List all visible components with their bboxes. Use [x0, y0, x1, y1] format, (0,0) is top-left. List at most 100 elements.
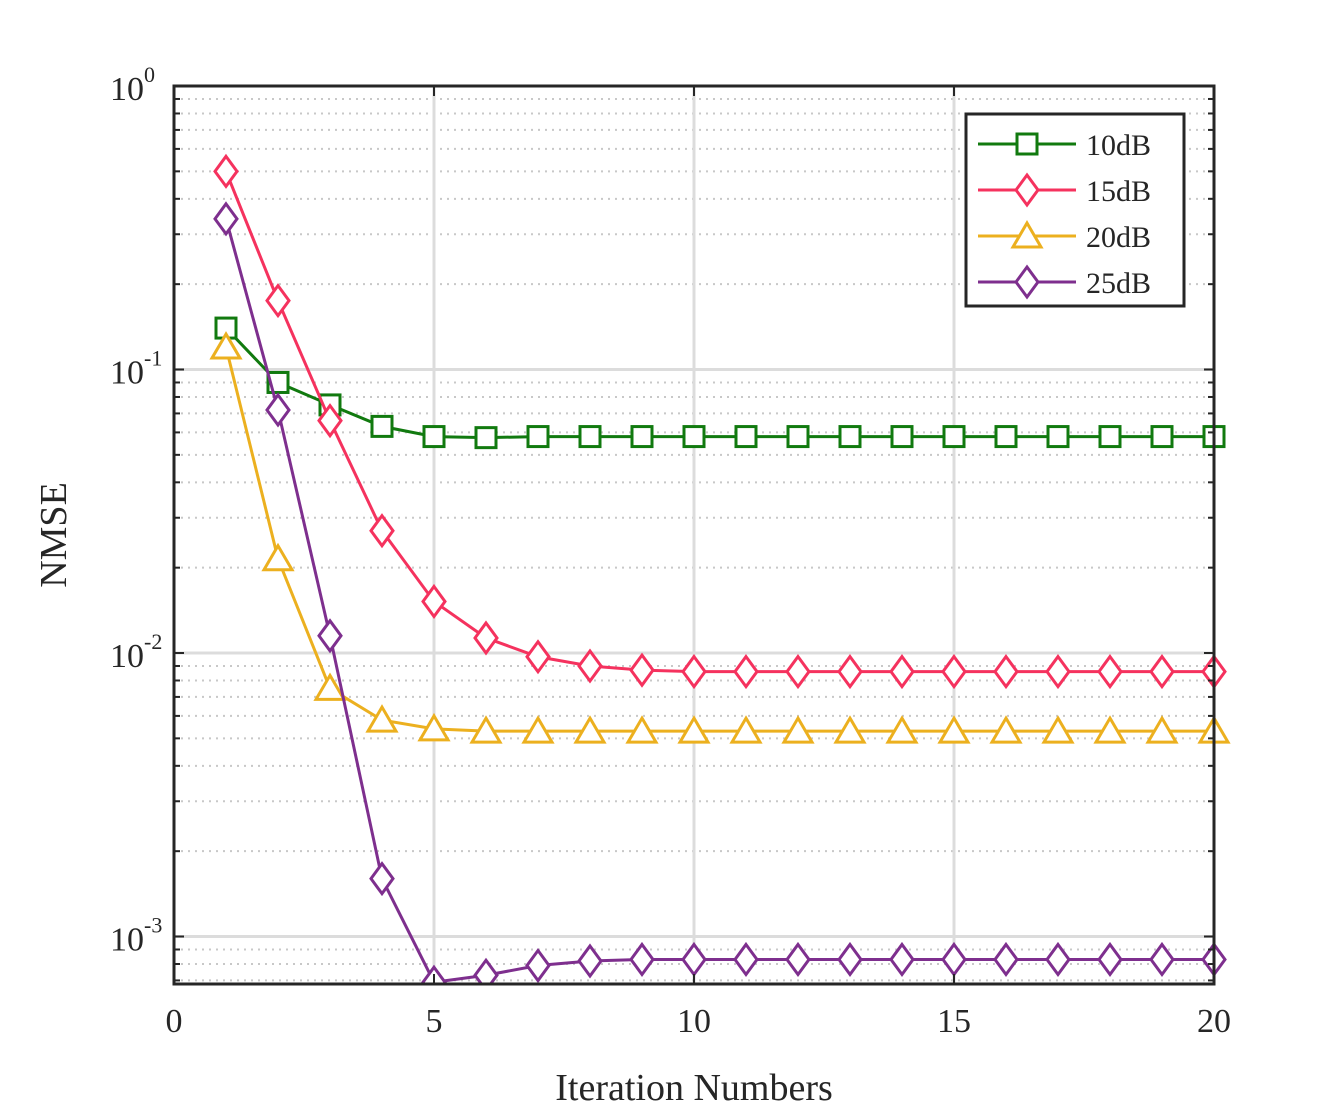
y-tick-label: 10 -2	[110, 629, 162, 675]
legend-marker	[1015, 132, 1039, 156]
data-point-15dB	[213, 153, 239, 189]
data-point-15dB	[1045, 654, 1071, 690]
data-point-15dB	[317, 403, 343, 439]
data-point-20dB	[989, 715, 1023, 744]
data-point-25dB	[213, 201, 239, 237]
y-tick-label: 10 0	[110, 62, 155, 108]
data-point-20dB	[1041, 715, 1075, 744]
data-point-10dB	[1098, 425, 1122, 449]
data-point-10dB	[734, 425, 758, 449]
series-line-25dB	[224, 218, 1214, 984]
data-point-10dB	[474, 426, 498, 450]
legend-marker	[1010, 220, 1044, 249]
data-point-10dB	[942, 425, 966, 449]
y-tick-exponent: 0	[144, 62, 155, 87]
data-point-20dB	[573, 715, 607, 744]
y-tick-base: 10	[110, 71, 144, 108]
data-point-15dB	[525, 639, 551, 675]
y-tick-base: 10	[110, 922, 144, 959]
series-15dB	[213, 153, 1227, 690]
data-point-20dB	[625, 715, 659, 744]
y-tick-exponent: -1	[144, 346, 162, 371]
data-point-15dB	[1097, 654, 1123, 690]
data-point-20dB	[937, 715, 971, 744]
y-tick-base: 10	[110, 638, 144, 675]
data-point-25dB	[577, 943, 603, 979]
data-point-20dB	[833, 715, 867, 744]
legend-marker	[1014, 172, 1040, 208]
data-point-25dB	[993, 941, 1019, 977]
data-point-15dB	[629, 652, 655, 688]
data-point-10dB	[1046, 425, 1070, 449]
data-point-15dB	[681, 654, 707, 690]
data-point-20dB	[1145, 715, 1179, 744]
legend-label: 20dB	[1086, 221, 1151, 254]
data-point-25dB	[889, 941, 915, 977]
data-point-25dB	[473, 957, 499, 984]
legend-entry-15dB: 15dB	[978, 172, 1151, 208]
legend-label: 25dB	[1086, 267, 1151, 300]
data-point-20dB	[521, 715, 555, 744]
legend-entry-10dB: 10dB	[978, 129, 1151, 162]
data-point-25dB	[369, 861, 395, 897]
data-point-25dB	[1097, 941, 1123, 977]
data-point-10dB	[370, 414, 394, 438]
y-tick-exponent: -2	[144, 629, 162, 654]
y-tick-label: 10 -1	[110, 346, 162, 392]
data-point-20dB	[885, 715, 919, 744]
data-point-20dB	[261, 542, 295, 572]
data-point-25dB	[733, 941, 759, 977]
data-point-15dB	[837, 654, 863, 690]
data-point-15dB	[421, 583, 447, 619]
x-tick-label: 20	[1197, 1003, 1231, 1040]
data-point-20dB	[417, 712, 451, 742]
y-tick-base: 10	[110, 355, 144, 392]
data-point-15dB	[473, 620, 499, 656]
data-point-20dB	[1093, 715, 1127, 744]
data-point-10dB	[682, 425, 706, 449]
data-point-25dB	[317, 618, 343, 654]
legend-box	[964, 112, 1186, 308]
x-tick-label: 15	[937, 1003, 971, 1040]
data-point-15dB	[993, 654, 1019, 690]
x-tick-label: 10	[677, 1003, 711, 1040]
y-tick-label: 10 -3	[110, 913, 162, 959]
x-tick-label: 5	[426, 1003, 443, 1040]
data-point-10dB	[890, 425, 914, 449]
legend-label: 15dB	[1086, 175, 1151, 208]
x-axis-label: Iteration Numbers	[555, 1067, 833, 1109]
legend-entry-25dB: 25dB	[978, 264, 1151, 300]
data-point-20dB	[469, 715, 503, 744]
data-point-10dB	[838, 425, 862, 449]
data-point-15dB	[733, 654, 759, 690]
data-point-10dB	[526, 425, 550, 449]
data-point-25dB	[525, 948, 551, 984]
series-layer	[209, 153, 1231, 984]
legend: 10dB 15dB 20dB 25dB	[964, 112, 1186, 308]
frame-layer	[172, 84, 1216, 986]
data-point-15dB	[941, 654, 967, 690]
data-point-25dB	[1045, 941, 1071, 977]
data-point-15dB	[889, 654, 915, 690]
data-point-25dB	[265, 392, 291, 428]
data-point-10dB	[422, 425, 446, 449]
data-point-25dB	[837, 941, 863, 977]
series-10dB	[214, 316, 1226, 450]
series-20dB	[209, 331, 1231, 744]
legend-label: 10dB	[1086, 129, 1151, 162]
data-point-25dB	[941, 941, 967, 977]
data-point-20dB	[781, 715, 815, 744]
series-25dB	[213, 201, 1227, 984]
data-point-15dB	[1149, 654, 1175, 690]
y-axis-label: NMSE	[33, 482, 75, 588]
data-point-10dB	[994, 425, 1018, 449]
data-point-25dB	[1149, 941, 1175, 977]
data-point-20dB	[209, 331, 243, 360]
data-point-10dB	[786, 425, 810, 449]
legend-entry-20dB: 20dB	[978, 220, 1151, 254]
data-point-20dB	[313, 672, 347, 701]
y-tick-exponent: -3	[144, 913, 162, 938]
